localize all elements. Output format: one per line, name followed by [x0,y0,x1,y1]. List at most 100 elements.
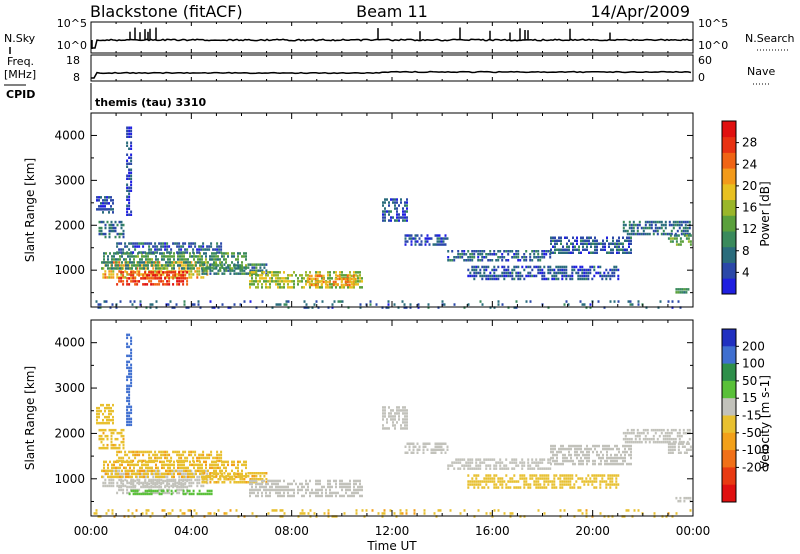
velocity-cell [255,481,258,484]
velocity-cell [630,428,633,432]
power-cell [215,258,217,261]
power-cell [529,256,532,259]
velocity-cell [471,467,474,470]
power-cell [134,280,137,283]
velocity-cell [186,491,189,495]
velocity-cell [176,491,179,495]
velocity-cell [347,494,349,498]
velocity-cell [136,492,139,496]
power-cell [120,251,123,254]
power-cell [503,274,506,278]
velocity-cell [132,479,135,483]
power-cell [517,259,520,262]
power-cell [169,264,171,267]
velocity-cell [477,474,480,477]
power-cell [124,270,127,273]
power-colorbar-swatch [722,199,736,216]
power-cell [602,242,604,245]
velocity-cell [317,482,319,486]
velocity-cell [143,472,145,476]
power-cell [636,223,639,227]
power-cell [559,271,562,275]
power-cell [293,280,295,283]
velocity-cell [130,423,133,427]
velocity-cell [563,509,566,512]
power-cell [213,258,215,261]
power-cell [112,229,115,233]
velocity-cell [122,456,125,460]
power-cell [513,277,516,281]
power-cell [180,248,183,251]
power-cell [642,232,645,236]
x-tick-label: 00:00 [676,524,711,538]
velocity-cell [666,434,669,438]
velocity-cell [261,485,263,489]
velocity-cell [428,442,431,445]
velocity-cell [424,442,427,445]
velocity-cell [604,459,606,463]
velocity-cell [399,509,402,512]
velocity-cell [491,477,494,480]
velocity-cell [163,475,165,479]
velocity-cell [265,494,267,498]
power-cell [541,277,544,281]
power-cell [128,204,131,207]
power-cell [116,283,119,286]
power-cell [199,261,201,264]
velocity-cell [210,489,213,493]
velocity-cell [444,451,447,454]
velocity-cell [152,453,155,457]
velocity-cell [551,483,554,486]
power-cell [163,255,165,258]
power-cell [613,268,616,272]
velocity-cell [606,444,608,448]
power-cell [179,264,181,267]
velocity-cell [120,485,123,489]
velocity-cell [201,475,203,479]
power-cell [343,274,345,277]
power-cell [406,216,408,219]
power-cell [570,242,572,245]
power-cell [219,258,221,261]
velocity-cell [150,489,153,493]
power-cell [279,303,282,306]
velocity-cell [191,475,193,479]
velocity-cell [400,427,402,430]
power-cell [162,271,165,274]
velocity-cell [305,482,307,486]
velocity-cell [225,478,228,481]
velocity-cell [339,494,341,498]
power-cell [174,242,177,245]
velocity-cell [183,466,185,470]
velocity-cell [271,479,273,483]
velocity-cell [205,463,207,467]
velocity-cell [675,512,678,515]
velocity-cell [96,418,98,422]
velocity-cell [215,481,218,484]
power-cell [156,251,159,254]
velocity-cell [622,450,624,454]
power-cell [396,213,398,216]
power-cell [386,198,388,201]
velocity-cell [118,446,121,450]
power-cell [126,280,129,283]
velocity-cell [618,447,620,451]
power-cell [125,252,127,255]
velocity-cell [219,472,222,475]
velocity-cell [167,463,169,467]
power-cell [219,263,222,266]
power-cell [255,306,258,309]
power-colorbar-tick-label: 16 [742,201,757,215]
velocity-cell [689,445,692,448]
x-tick-label: 04:00 [174,524,209,538]
power-cell [265,272,268,275]
power-cell [249,271,251,274]
power-cell [335,274,337,277]
velocity-cell [125,472,127,476]
velocity-cell [160,485,163,489]
velocity-cell [475,480,478,483]
velocity-cell [167,512,170,515]
velocity-cell [601,474,604,477]
power-cell [161,252,163,255]
velocity-cell [112,428,115,432]
